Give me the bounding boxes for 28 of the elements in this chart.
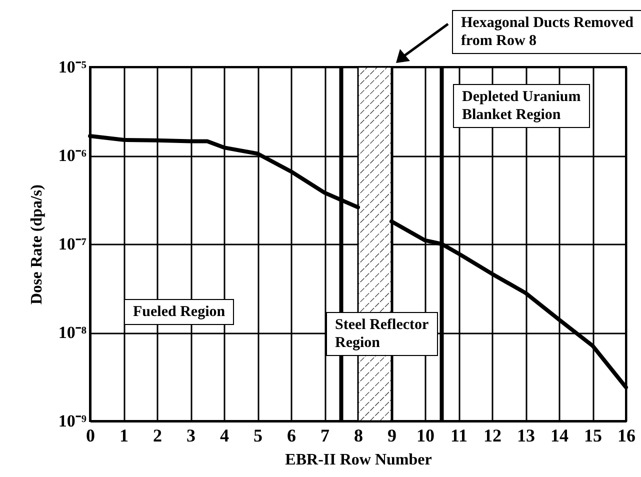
x-tick-label: 15	[584, 426, 602, 446]
x-tick-label: 12	[484, 426, 502, 446]
annotation: Depleted Uranium Blanket Region	[453, 84, 590, 128]
y-tick-label: 10⁻⁶	[58, 146, 86, 165]
x-tick-label: 3	[186, 426, 196, 446]
x-tick-label: 7	[320, 426, 330, 446]
x-tick-label: 9	[388, 426, 396, 446]
x-tick-label: 1	[120, 426, 128, 446]
y-tick-label: 10⁻⁹	[58, 412, 86, 430]
text: Hexagonal Ducts Removed from Row 8	[452, 10, 641, 54]
x-tick-label: 14	[550, 426, 568, 446]
x-axis-title: EBR-II Row Number	[285, 452, 432, 468]
x-tick-label: 13	[517, 426, 535, 446]
x-tick-label: 6	[287, 426, 296, 446]
x-tick-label: 2	[153, 426, 162, 446]
y-axis-title: Dose Rate (dpa/s)	[28, 184, 46, 304]
x-tick-label: 0	[86, 426, 95, 446]
y-tick-label: 10⁻⁵	[58, 58, 86, 76]
annotation: Fueled Region	[124, 299, 234, 325]
x-tick-label: 8	[354, 426, 363, 446]
x-tick-label: 16	[618, 426, 636, 446]
x-tick-label: 4	[220, 426, 229, 446]
y-tick-label: 10⁻⁸	[58, 323, 86, 342]
annotation: Steel Reflector Region	[326, 312, 438, 356]
x-tick-label: 10	[416, 426, 434, 446]
x-tick-label: 11	[450, 426, 468, 446]
y-tick-label: 10⁻⁷	[58, 234, 86, 254]
x-tick-label: 5	[254, 426, 262, 446]
